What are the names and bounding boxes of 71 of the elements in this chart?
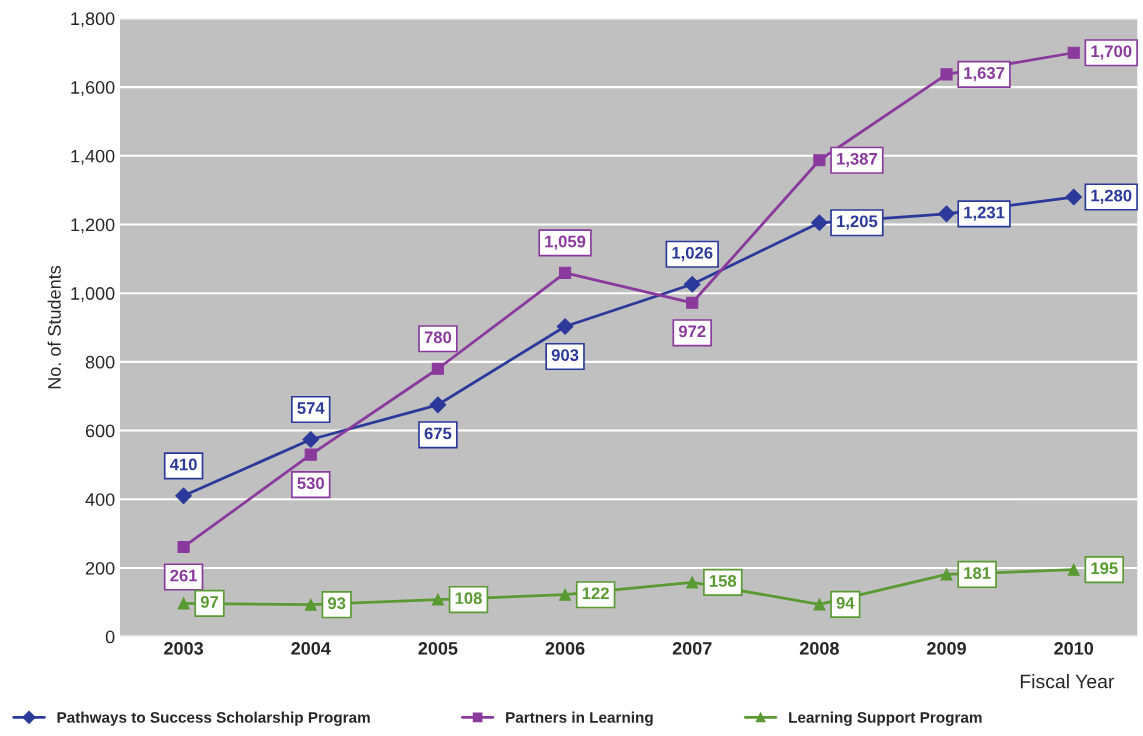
data-label: 195 xyxy=(1091,562,1118,575)
x-tick-label: 2007 xyxy=(672,641,712,655)
data-label: 530 xyxy=(297,477,324,490)
data-label: 410 xyxy=(169,458,197,471)
point xyxy=(559,266,572,279)
data-label: 97 xyxy=(200,596,219,608)
x-tick-label: 2008 xyxy=(799,641,839,655)
data-label: 1,231 xyxy=(964,206,1005,221)
data-label: 93 xyxy=(328,597,346,610)
data-label: 675 xyxy=(424,427,452,440)
y-tick-label: 1,600 xyxy=(71,81,115,96)
x-tick-label: 2010 xyxy=(1054,641,1094,655)
point xyxy=(938,205,955,223)
x-axis-title: Fiscal Year xyxy=(1020,674,1115,689)
data-label: 1,205 xyxy=(837,215,878,230)
point xyxy=(302,431,320,448)
data-label: 1,637 xyxy=(964,67,1005,82)
data-label: 181 xyxy=(964,567,991,579)
y-tick-label: 1,800 xyxy=(71,12,115,28)
data-label: 780 xyxy=(424,331,452,344)
point xyxy=(683,275,701,293)
x-tick-label: 2003 xyxy=(164,641,204,655)
data-label: 1,700 xyxy=(1091,45,1132,60)
point xyxy=(431,593,444,606)
x-tick-label: 2009 xyxy=(927,641,966,655)
x-tick-label: 2005 xyxy=(418,641,458,655)
legend-label: Pathways to Success Scholarship Program xyxy=(57,711,370,726)
point xyxy=(686,296,699,309)
point xyxy=(811,214,828,232)
point xyxy=(940,568,953,581)
data-label: 972 xyxy=(678,325,706,338)
point xyxy=(1065,188,1083,206)
x-tick-label: 2006 xyxy=(545,641,585,655)
data-label: 122 xyxy=(582,587,609,600)
y-tick-label: 400 xyxy=(85,493,115,506)
data-label: 108 xyxy=(455,592,482,605)
data-label: 1,026 xyxy=(672,246,713,262)
y-tick-label: 800 xyxy=(85,355,115,369)
point xyxy=(429,396,447,414)
point xyxy=(431,362,444,375)
data-label: 261 xyxy=(170,569,198,582)
data-label: 158 xyxy=(709,575,737,587)
point xyxy=(1067,563,1080,576)
point xyxy=(177,597,190,610)
data-label: 94 xyxy=(836,597,855,609)
data-label: 903 xyxy=(551,349,579,361)
point xyxy=(686,576,699,589)
point xyxy=(813,598,826,611)
y-axis-title: No. of Students xyxy=(47,265,61,389)
legend-label: Partners in Learning xyxy=(506,711,653,726)
data-label: 1,387 xyxy=(837,152,878,168)
y-tick-label: 1,400 xyxy=(71,149,115,165)
point xyxy=(177,540,190,554)
y-tick-label: 200 xyxy=(85,561,115,575)
data-label: 574 xyxy=(297,402,325,414)
legend-label: Learning Support Program xyxy=(789,711,982,726)
data-label: 1,280 xyxy=(1091,189,1132,204)
point xyxy=(304,598,317,611)
point xyxy=(559,588,572,601)
y-tick-label: 1,000 xyxy=(71,287,115,303)
point xyxy=(940,68,953,81)
point xyxy=(175,487,192,505)
y-tick-label: 0 xyxy=(105,630,115,644)
point xyxy=(304,448,317,461)
data-label: 1,059 xyxy=(545,235,586,250)
point xyxy=(1067,46,1080,59)
x-tick-label: 2004 xyxy=(291,641,331,655)
y-tick-label: 600 xyxy=(85,424,115,438)
point xyxy=(813,154,826,167)
point xyxy=(556,318,574,335)
y-tick-label: 1,200 xyxy=(71,218,115,234)
